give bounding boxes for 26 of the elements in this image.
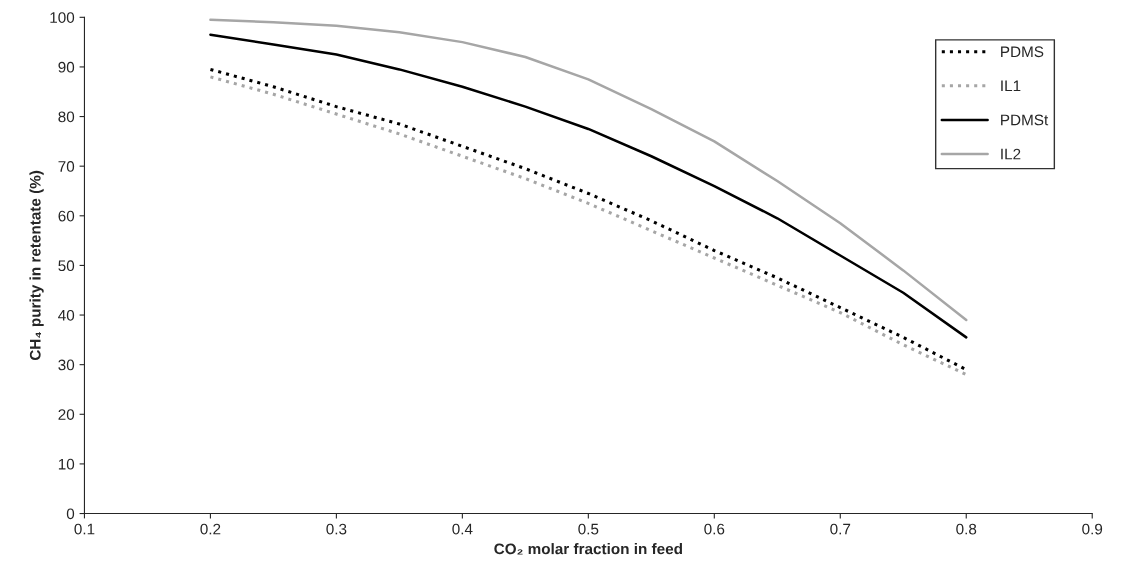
x-tick-label: 0.1 xyxy=(74,523,95,535)
legend-label: PDMS xyxy=(1001,46,1044,58)
y-tick-label: 60 xyxy=(58,210,75,222)
y-tick-label: 100 xyxy=(50,12,75,23)
x-tick-label: 0.5 xyxy=(578,523,599,535)
x-tick-label: 0.8 xyxy=(956,523,977,535)
x-tick-label: 0.4 xyxy=(452,523,473,535)
y-tick-label: 30 xyxy=(58,359,75,371)
x-tick-label: 0.6 xyxy=(704,523,725,535)
y-tick-label: 0 xyxy=(66,508,75,520)
y-tick-label: 70 xyxy=(58,161,75,172)
y-axis-title: CH₄ purity in retentate (%) xyxy=(29,170,44,361)
legend-label: IL2 xyxy=(1001,148,1021,160)
y-tick-label: 50 xyxy=(58,260,75,272)
x-axis-title: CO₂ molar fraction in feed xyxy=(494,543,682,555)
y-tick-label: 90 xyxy=(58,61,75,73)
y-tick-label: 80 xyxy=(58,111,75,123)
x-tick-label: 0.9 xyxy=(1082,523,1103,535)
y-tick-label: 20 xyxy=(58,409,75,420)
x-tick-label: 0.2 xyxy=(200,523,221,535)
y-tick-label: 10 xyxy=(58,458,75,470)
legend-label: IL1 xyxy=(1001,80,1021,92)
x-tick-label: 0.3 xyxy=(326,523,347,535)
x-tick-label: 0.7 xyxy=(830,523,851,535)
legend-label: PDMSt xyxy=(1001,114,1049,126)
y-tick-label: 40 xyxy=(58,309,75,321)
